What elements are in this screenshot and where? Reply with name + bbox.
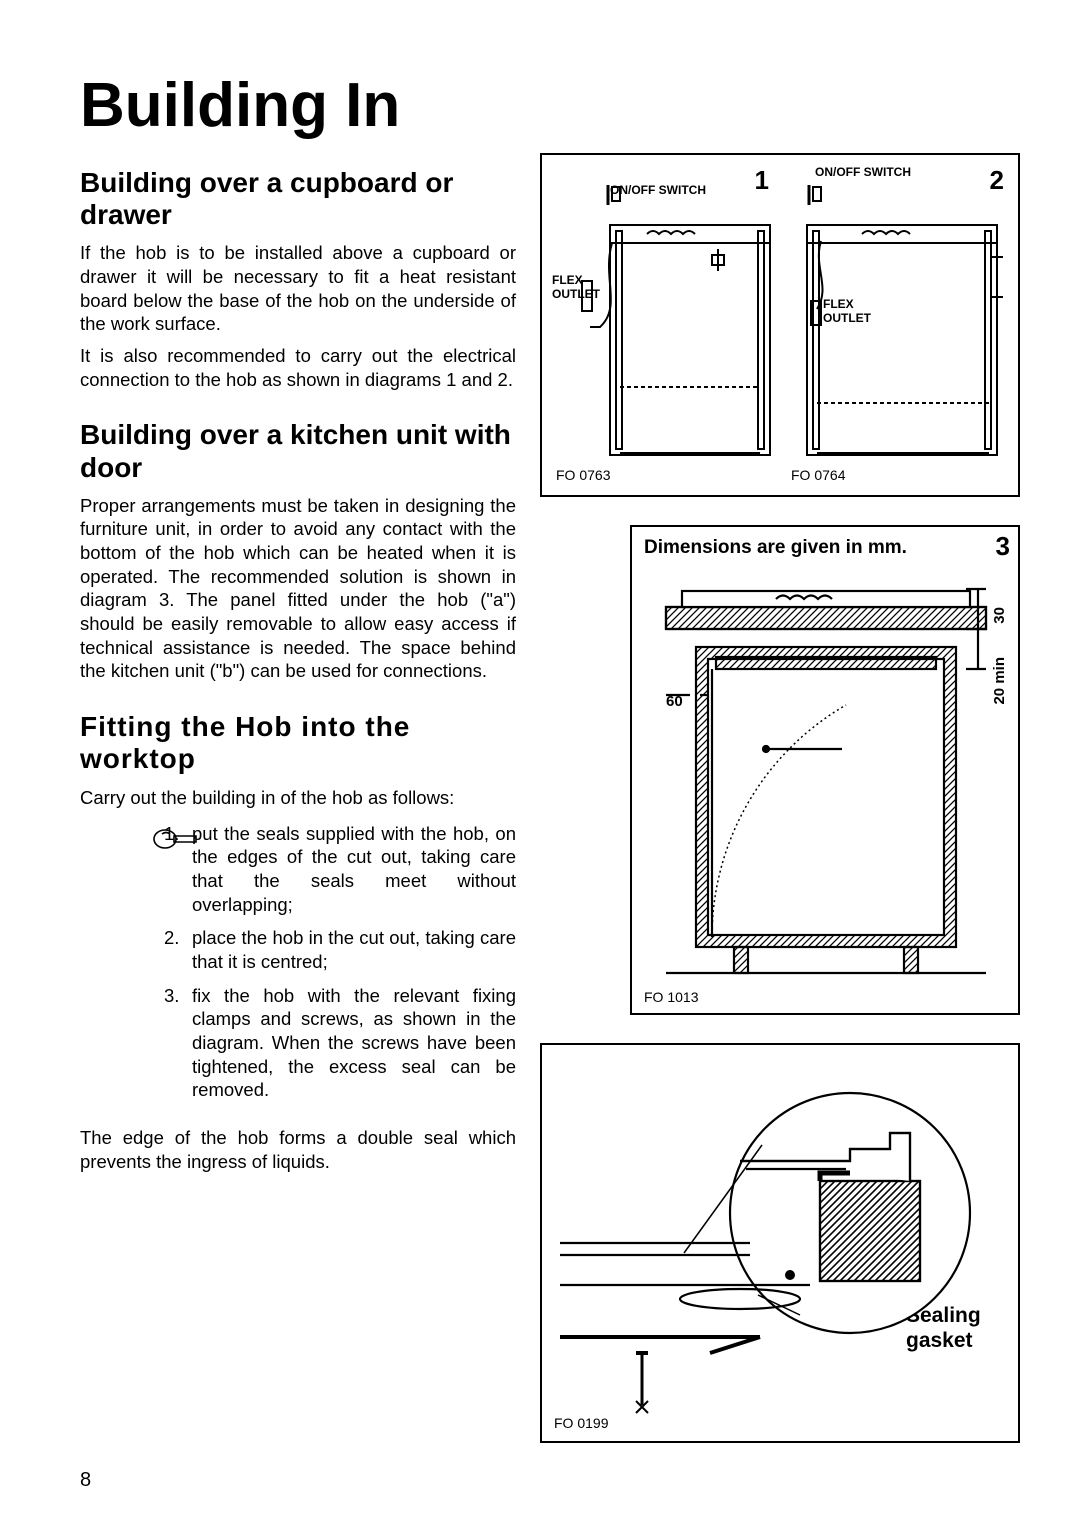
figure-column: 1 ON/OFF SWITCH FLEX OUTLET FO 0763: [540, 153, 1020, 1443]
figure-1-panel: 1 ON/OFF SWITCH FLEX OUTLET FO 0763: [548, 161, 777, 489]
figure-2-panel: 2 ON/OFF SWITCH FLEX OUTLET FO 0764: [783, 161, 1012, 489]
figure-3: 3 Dimensions are given in mm. FO 1013 60…: [630, 525, 1020, 1015]
diagram-2-svg: [787, 177, 1017, 487]
list-item: 1.put the seals supplied with the hob, o…: [164, 822, 516, 917]
text-column: Building over a cupboard or drawer If th…: [80, 153, 516, 1443]
manual-page: Building In Building over a cupboard or …: [0, 0, 1080, 1532]
section-heading: Building over a cupboard or drawer: [80, 167, 516, 231]
page-number: 8: [80, 1469, 91, 1492]
diagram-4-svg: [550, 1053, 1006, 1431]
body-text: It is also recommended to carry out the …: [80, 344, 516, 391]
page-title: Building In: [80, 70, 1020, 141]
body-text: The edge of the hob forms a double seal …: [80, 1126, 516, 1173]
figure-number: 3: [996, 531, 1010, 562]
two-column-layout: Building over a cupboard or drawer If th…: [80, 153, 1020, 1443]
dimensions-note: Dimensions are given in mm.: [644, 537, 1006, 560]
body-text: Proper arrangements must be taken in des…: [80, 494, 516, 683]
section-heading: Fitting the Hob into the worktop: [80, 711, 516, 775]
diagram-1-svg: [552, 177, 782, 487]
pointer-hand-icon: [152, 824, 200, 854]
list-item: 2.place the hob in the cut out, taking c…: [164, 926, 516, 973]
figure-4: FO 0199 Sealing gasket: [540, 1043, 1020, 1443]
numbered-list: 1.put the seals supplied with the hob, o…: [80, 822, 516, 1102]
list-item: 3.fix the hob with the relevant fixing c…: [164, 984, 516, 1102]
body-text: Carry out the building in of the hob as …: [80, 786, 516, 810]
diagram-3-svg: [646, 577, 1006, 1007]
body-text: If the hob is to be installed above a cu…: [80, 241, 516, 336]
figure-1-2: 1 ON/OFF SWITCH FLEX OUTLET FO 0763: [540, 153, 1020, 497]
section-heading: Building over a kitchen unit with door: [80, 419, 516, 483]
